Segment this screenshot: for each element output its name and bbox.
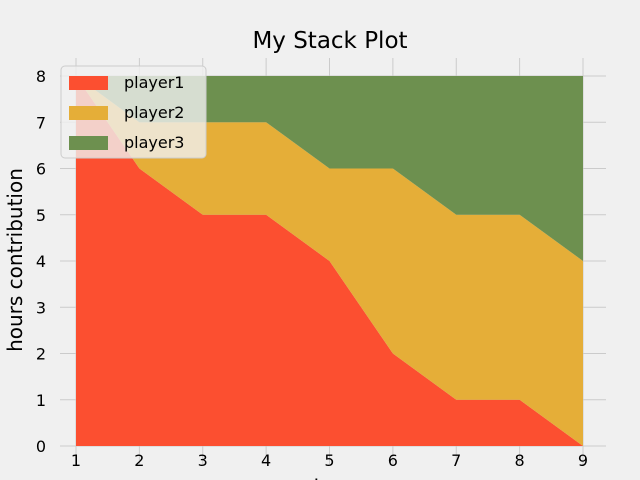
y-tick-label-3: 3: [36, 298, 46, 317]
x-axis-label: days: [306, 475, 353, 480]
y-tick-label-6: 6: [36, 160, 46, 179]
legend-label-player1: player1: [124, 73, 184, 92]
x-tick-label-7: 7: [451, 451, 461, 470]
y-tick-label-1: 1: [36, 391, 46, 410]
x-tick-label-4: 4: [261, 451, 271, 470]
y-tick-label-4: 4: [36, 252, 46, 271]
legend-label-player3: player3: [124, 133, 184, 152]
legend-label-player2: player2: [124, 103, 184, 122]
y-tick-label-5: 5: [36, 206, 46, 225]
x-tick-label-2: 2: [134, 451, 144, 470]
legend-swatch-player2: [69, 106, 108, 120]
y-tick-label-8: 8: [36, 67, 46, 86]
x-axis: 1 2 3 4 5 6 7 8 9: [71, 451, 588, 470]
area-player2: [76, 76, 583, 446]
x-tick-label-6: 6: [388, 451, 398, 470]
x-tick-label-8: 8: [515, 451, 525, 470]
y-axis: 0 1 2 3 4 5 6 7 8: [36, 67, 46, 456]
y-tick-label-7: 7: [36, 113, 46, 132]
y-tick-label-2: 2: [36, 345, 46, 364]
x-tick-label-1: 1: [71, 451, 81, 470]
y-tick-label-0: 0: [36, 437, 46, 456]
x-tick-label-5: 5: [324, 451, 334, 470]
legend-swatch-player3: [69, 136, 108, 150]
chart-title: My Stack Plot: [252, 28, 407, 54]
legend: player1 player2 player3: [60, 65, 207, 159]
x-tick-label-3: 3: [198, 451, 208, 470]
y-axis-label: hours contribution: [3, 168, 27, 352]
legend-swatch-player1: [69, 76, 108, 90]
x-tick-label-9: 9: [578, 451, 588, 470]
